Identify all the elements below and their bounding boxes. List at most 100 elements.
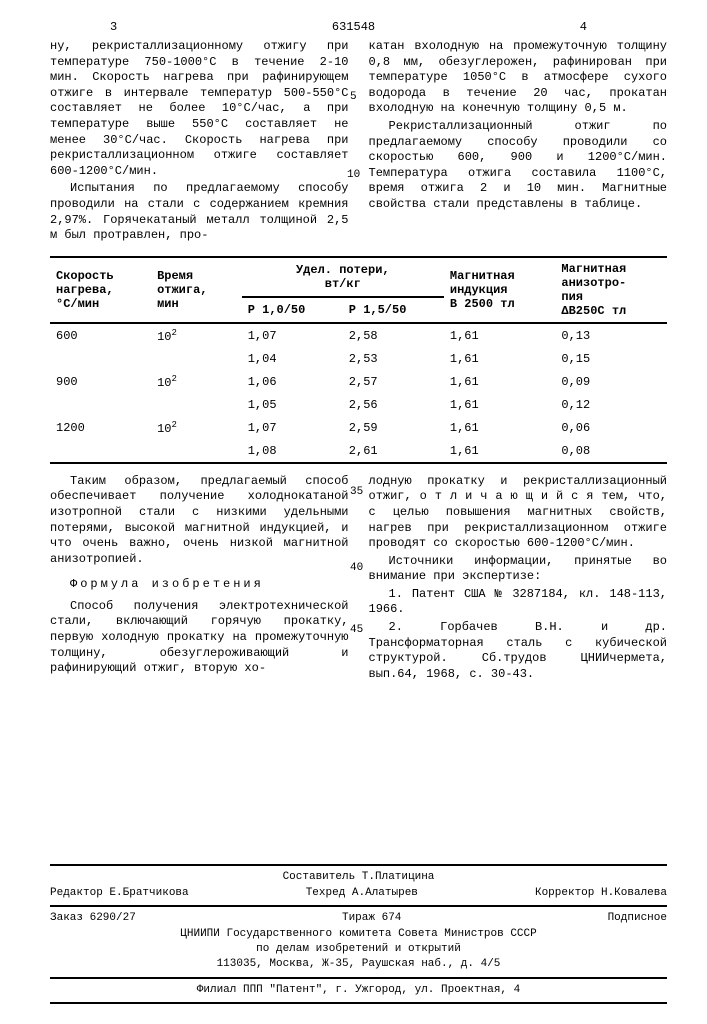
cell-speed: 600 bbox=[50, 323, 151, 348]
th-text: индукция bbox=[450, 283, 508, 297]
patent-number: 631548 bbox=[332, 20, 375, 34]
text-para: Рекристаллизационный отжиг по предлагаем… bbox=[369, 119, 668, 213]
cell-db: 0,08 bbox=[555, 440, 667, 463]
cell-db: 0,09 bbox=[555, 370, 667, 394]
line-num-10: 10 bbox=[347, 169, 360, 181]
table-row: 1,05 2,56 1,61 0,12 bbox=[50, 394, 667, 416]
cell-exp: 2 bbox=[171, 328, 176, 338]
footer: Составитель Т.Платицина Редактор Е.Братч… bbox=[50, 864, 667, 1004]
text-para: лодную прокатку и рекристаллизационный о… bbox=[369, 474, 668, 552]
th-text: пия bbox=[561, 290, 583, 304]
line-num-35: 35 bbox=[350, 486, 363, 498]
cell-p1: 1,05 bbox=[242, 394, 343, 416]
th-time: Время отжига, мин bbox=[151, 257, 242, 323]
properties-table: Скорость нагрева, °С/мин Время отжига, м… bbox=[50, 256, 667, 464]
upper-col-left: ну, рекристаллизационному отжигу при тем… bbox=[50, 39, 349, 246]
th-text: Удел. потери, bbox=[296, 263, 390, 277]
text-para: Способ получения электротехнической стал… bbox=[50, 599, 349, 677]
cell-db: 0,15 bbox=[555, 348, 667, 370]
footer-sub: Подписное bbox=[608, 911, 667, 926]
cell-b: 1,61 bbox=[444, 348, 556, 370]
page-num-left: 3 bbox=[110, 20, 117, 34]
text-para: ну, рекристаллизационному отжигу при тем… bbox=[50, 39, 349, 179]
text-para: Испытания по предлагаемому способу прово… bbox=[50, 181, 349, 243]
cell-speed: 1200 bbox=[50, 416, 151, 440]
cell-base: 10 bbox=[157, 422, 171, 436]
th-speed: Скорость нагрева, °С/мин bbox=[50, 257, 151, 323]
ref-item: 2. Горбачев В.Н. и др. Трансформаторная … bbox=[369, 620, 668, 682]
cell-db: 0,13 bbox=[555, 323, 667, 348]
cell-time: 102 bbox=[151, 416, 242, 440]
page-header: 3 631548 4 bbox=[50, 20, 667, 34]
line-num-45: 45 bbox=[350, 624, 363, 636]
cell-p2: 2,57 bbox=[343, 370, 444, 394]
lower-columns: Таким образом, предлагаемый способ обесп… bbox=[50, 474, 667, 685]
footer-org2: по делам изобретений и открытий bbox=[50, 942, 667, 957]
text-para: катан вхолодную на промежуточную толщину… bbox=[369, 39, 668, 117]
footer-filial: Филиал ППП "Патент", г. Ужгород, ул. Про… bbox=[50, 979, 667, 1004]
formula-title: Формула изобретения bbox=[70, 577, 349, 593]
th-losses: Удел. потери, вт/кг bbox=[242, 257, 444, 297]
line-num-40: 40 bbox=[350, 562, 363, 574]
cell-time: 102 bbox=[151, 323, 242, 348]
cell-p1: 1,06 bbox=[242, 370, 343, 394]
page-num-right: 4 bbox=[580, 20, 587, 34]
cell-b: 1,61 bbox=[444, 440, 556, 463]
cell-p2: 2,61 bbox=[343, 440, 444, 463]
footer-org: Заказ 6290/27 Тираж 674 Подписное ЦНИИПИ… bbox=[50, 907, 667, 979]
th-aniso: Магнитная анизотро- пия ΔB250С тл bbox=[555, 257, 667, 323]
th-text: мин bbox=[157, 297, 179, 311]
footer-order: Заказ 6290/27 bbox=[50, 911, 136, 926]
th-text: отжига, bbox=[157, 283, 207, 297]
cell-b: 1,61 bbox=[444, 394, 556, 416]
patent-page: 3 631548 4 5 10 ну, рекристаллизационном… bbox=[0, 0, 707, 1024]
th-induction: Магнитная индукция B 2500 тл bbox=[444, 257, 556, 323]
cell-p1: 1,04 bbox=[242, 348, 343, 370]
th-p2: P 1,5/50 bbox=[343, 297, 444, 323]
cell-exp: 2 bbox=[171, 420, 176, 430]
footer-credits: Редактор Е.Братчикова Техред А.Алатырев … bbox=[50, 886, 667, 907]
text-para: Источники информации, принятые во вниман… bbox=[369, 554, 668, 585]
footer-tirage: Тираж 674 bbox=[342, 911, 401, 926]
cell-p1: 1,08 bbox=[242, 440, 343, 463]
footer-editor: Редактор Е.Братчикова bbox=[50, 886, 189, 901]
cell-p2: 2,56 bbox=[343, 394, 444, 416]
footer-tech: Техред А.Алатырев bbox=[306, 886, 418, 901]
cell-base: 10 bbox=[157, 330, 171, 344]
cell-b: 1,61 bbox=[444, 370, 556, 394]
th-text: Время bbox=[157, 269, 193, 283]
cell-p2: 2,59 bbox=[343, 416, 444, 440]
upper-columns: ну, рекристаллизационному отжигу при тем… bbox=[50, 39, 667, 246]
cell-b: 1,61 bbox=[444, 323, 556, 348]
footer-corr: Корректор Н.Ковалева bbox=[535, 886, 667, 901]
line-num-5: 5 bbox=[350, 91, 357, 103]
th-text: °С/мин bbox=[56, 297, 99, 311]
cell-p2: 2,58 bbox=[343, 323, 444, 348]
th-text: Магнитная bbox=[561, 262, 626, 276]
table-row: 600 102 1,07 2,58 1,61 0,13 bbox=[50, 323, 667, 348]
th-text: B 2500 тл bbox=[450, 297, 515, 311]
cell-speed: 900 bbox=[50, 370, 151, 394]
table-row: 1,04 2,53 1,61 0,15 bbox=[50, 348, 667, 370]
th-text: Магнитная bbox=[450, 269, 515, 283]
th-text: анизотро- bbox=[561, 276, 626, 290]
footer-compiler: Составитель Т.Платицина bbox=[50, 870, 667, 885]
cell-exp: 2 bbox=[171, 374, 176, 384]
table-row: 900 102 1,06 2,57 1,61 0,09 bbox=[50, 370, 667, 394]
footer-addr: 113035, Москва, Ж-35, Раушская наб., д. … bbox=[50, 957, 667, 972]
cell-p1: 1,07 bbox=[242, 416, 343, 440]
cell-db: 0,06 bbox=[555, 416, 667, 440]
lower-col-right: лодную прокатку и рекристаллизационный о… bbox=[369, 474, 668, 685]
th-text: ΔB250С тл bbox=[561, 304, 626, 318]
cell-db: 0,12 bbox=[555, 394, 667, 416]
th-p1: P 1,0/50 bbox=[242, 297, 343, 323]
upper-col-right: катан вхолодную на промежуточную толщину… bbox=[369, 39, 668, 246]
text-para: Таким образом, предлагаемый способ обесп… bbox=[50, 474, 349, 568]
table-row: 1,08 2,61 1,61 0,08 bbox=[50, 440, 667, 463]
th-text: нагрева, bbox=[56, 283, 114, 297]
cell-p2: 2,53 bbox=[343, 348, 444, 370]
footer-org1: ЦНИИПИ Государственного комитета Совета … bbox=[50, 927, 667, 942]
ref-item: 1. Патент США № 3287184, кл. 148-113, 19… bbox=[369, 587, 668, 618]
th-text: Скорость bbox=[56, 269, 114, 283]
cell-base: 10 bbox=[157, 376, 171, 390]
